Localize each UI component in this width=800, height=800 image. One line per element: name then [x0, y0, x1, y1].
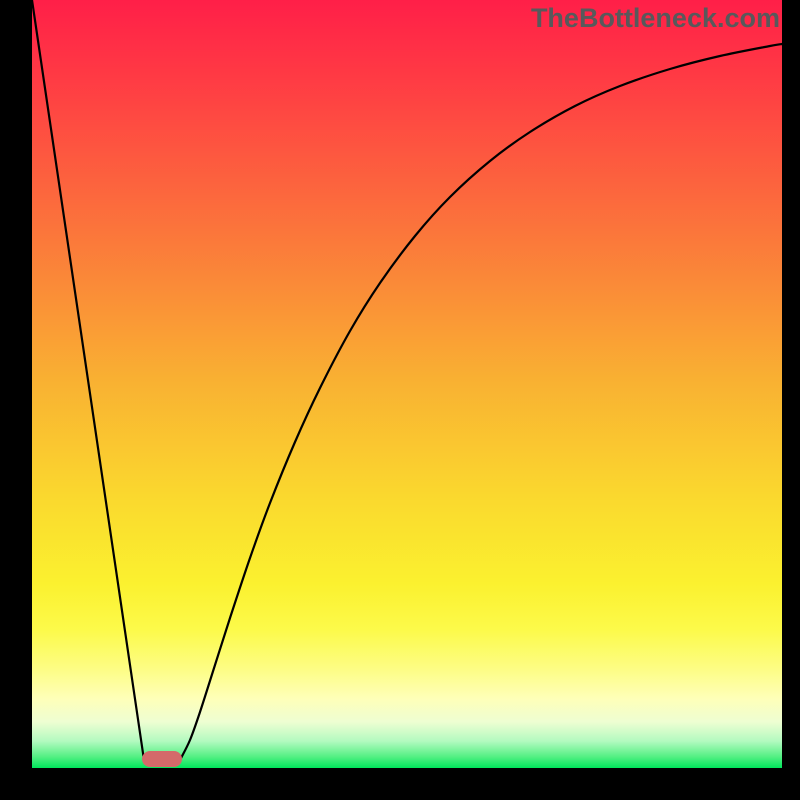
- frame-bottom: [0, 768, 800, 800]
- left-line: [32, 0, 144, 760]
- watermark-text: TheBottleneck.com: [531, 3, 780, 34]
- frame-left: [0, 0, 32, 800]
- curve-layer: [0, 0, 800, 800]
- right-curve: [180, 44, 782, 760]
- frame-right: [782, 0, 800, 800]
- vertex-marker: [142, 751, 182, 767]
